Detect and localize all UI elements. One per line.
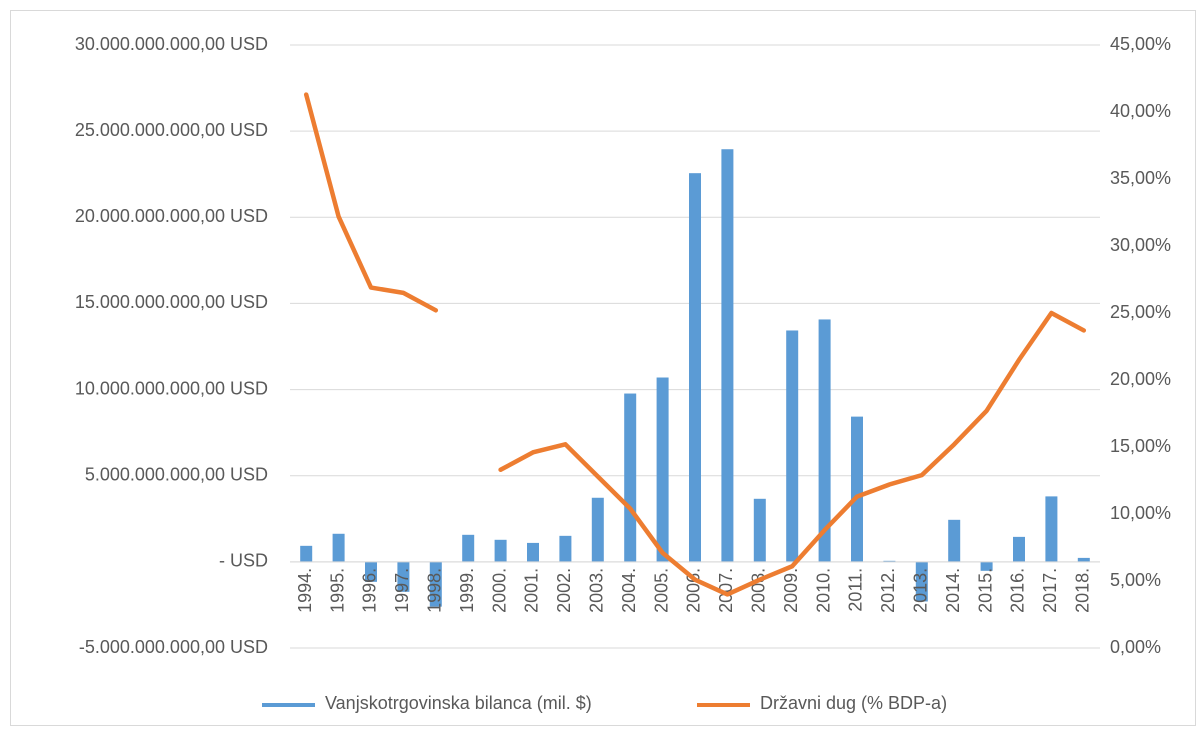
y2-tick-label: 10,00% [1110, 503, 1171, 523]
x-tick-label: 2000. [489, 568, 509, 613]
x-tick-label: 1996. [360, 568, 380, 613]
bar [365, 561, 377, 582]
y2-tick-label: 45,00% [1110, 34, 1171, 54]
x-tick-label: 2001. [522, 568, 542, 613]
bar [948, 519, 961, 562]
x-tick-label: 2004. [619, 568, 639, 613]
chart-frame [10, 10, 1196, 726]
bar [429, 561, 442, 607]
bar [397, 561, 410, 592]
x-tick-label: 1997. [392, 568, 412, 613]
bar [818, 319, 831, 562]
y2-tick-label: 20,00% [1110, 369, 1171, 389]
bar [1045, 496, 1058, 562]
x-tick-label: 2005. [651, 568, 671, 613]
y-tick-label: 30.000.000.000,00 USD [75, 34, 268, 54]
y2-tick-label: 15,00% [1110, 436, 1171, 456]
x-tick-label: 2003. [587, 568, 607, 613]
bar [591, 497, 604, 562]
y2-tick-label: 5,00% [1110, 570, 1161, 590]
x-tick-label: 2009. [781, 568, 801, 613]
bar [494, 539, 507, 562]
bar [883, 560, 896, 562]
y-tick-label: 5.000.000.000,00 USD [85, 464, 268, 484]
x-tick-label: 2012. [878, 568, 898, 613]
y2-tick-label: 40,00% [1110, 101, 1171, 121]
bar [786, 330, 799, 562]
x-tick-label: 1995. [327, 568, 347, 613]
bar [332, 533, 345, 562]
x-tick-label: 2014. [943, 568, 963, 613]
bar [300, 545, 313, 562]
line [303, 92, 1087, 597]
x-tick-label: 1999. [457, 568, 477, 613]
y2-tick-label: 0,00% [1110, 637, 1161, 657]
bar [462, 534, 475, 562]
x-tick-label: 2007. [716, 568, 736, 613]
y-tick-label: -5.000.000.000,00 USD [79, 637, 268, 657]
x-tick-label: 2002. [554, 568, 574, 613]
bar [689, 173, 701, 562]
bar [527, 542, 539, 562]
x-tick-label: 2013. [911, 568, 931, 613]
legend-label: Državni dug (% BDP-a) [760, 693, 947, 713]
x-tick-label: 2016. [1008, 568, 1028, 613]
legend-label: Vanjskotrgovinska bilanca (mil. $) [325, 693, 592, 713]
x-tick-label: 2008. [749, 568, 769, 613]
x-tick-label: 1994. [295, 568, 315, 613]
bar [1013, 536, 1025, 562]
y-tick-label: 10.000.000.000,00 USD [75, 378, 268, 398]
bar [624, 393, 637, 562]
bar [753, 498, 766, 562]
bar [559, 535, 572, 562]
x-tick-label: 2017. [1040, 568, 1060, 613]
x-tick-label: 1998. [425, 568, 445, 613]
y2-tick-label: 25,00% [1110, 302, 1171, 322]
y2-tick-label: 35,00% [1110, 168, 1171, 188]
bar [656, 377, 669, 562]
x-tick-label: 2015. [975, 568, 995, 613]
y2-tick-label: 30,00% [1110, 235, 1171, 255]
x-tick-label: 2018. [1073, 568, 1093, 613]
bar [721, 149, 734, 562]
x-tick-label: 2010. [813, 568, 833, 613]
bar [980, 561, 993, 571]
bar [915, 561, 928, 602]
y-tick-label: 15.000.000.000,00 USD [75, 292, 268, 312]
bar [851, 416, 863, 562]
y-tick-label: - USD [219, 551, 268, 571]
y-tick-label: 25.000.000.000,00 USD [75, 120, 268, 140]
bar [1077, 557, 1090, 562]
y-tick-label: 20.000.000.000,00 USD [75, 206, 268, 226]
x-tick-label: 2011. [846, 568, 866, 612]
